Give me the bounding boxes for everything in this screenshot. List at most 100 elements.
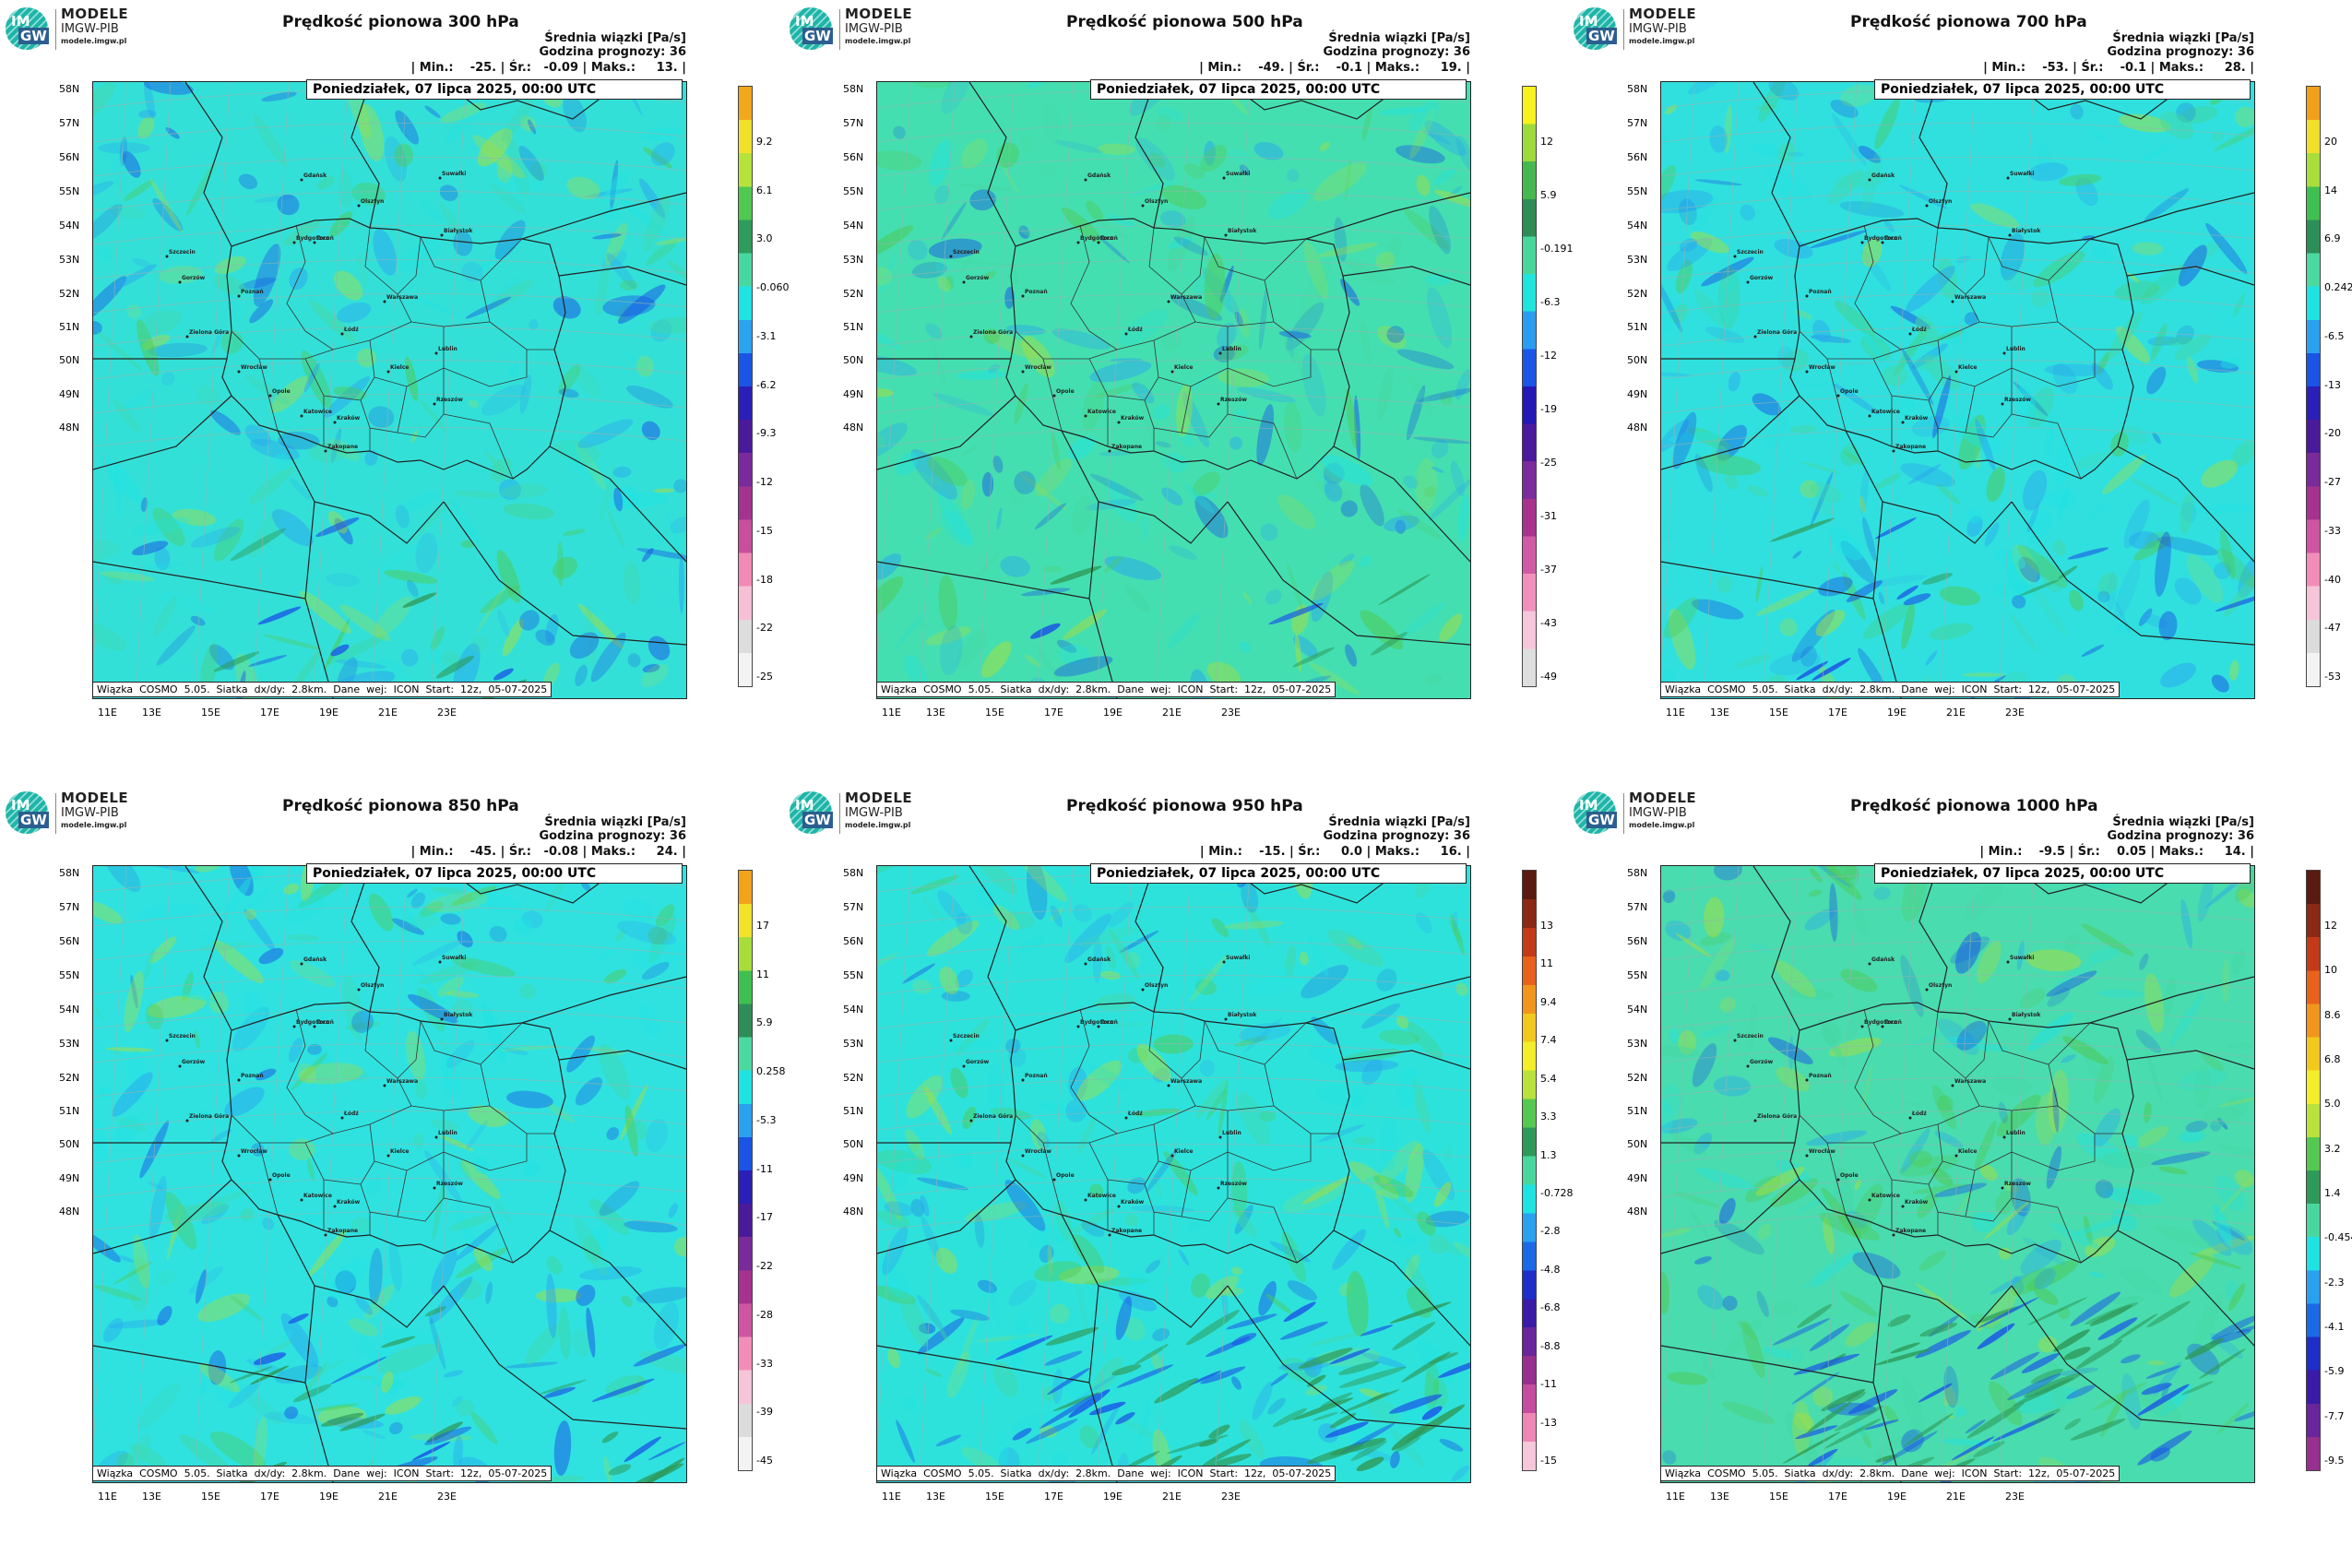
city-label: Katowice	[303, 409, 332, 415]
city-dot	[1868, 414, 1871, 418]
city-label: Gdańsk	[303, 172, 327, 179]
city-label: Gorzów	[182, 1059, 206, 1065]
imgw-logo[interactable]: IM GW MODELE IMGW-PIB modele.imgw.pl	[1574, 7, 1721, 52]
city-label: Lublin	[438, 346, 457, 352]
lon-tick-label: 17E	[260, 1491, 279, 1503]
city-label: Wrocław	[1809, 1148, 1835, 1155]
imgw-logo[interactable]: IM GW MODELE IMGW-PIB modele.imgw.pl	[1574, 791, 1721, 836]
lat-tick-label: 53N	[843, 1038, 864, 1050]
field-noise	[1661, 866, 2254, 1482]
imgw-logo-mark: IM GW	[790, 791, 833, 834]
city-dot	[1021, 370, 1025, 374]
lat-tick-label: 54N	[843, 1004, 864, 1016]
city-label: Poznań	[241, 1073, 264, 1079]
lon-tick-label: 15E	[985, 707, 1004, 719]
lon-tick-label: 17E	[1044, 707, 1063, 719]
city-dot	[324, 449, 327, 453]
city-dot	[324, 1233, 327, 1237]
info-unit: Średnia wiązki [Pa/s]	[1328, 815, 1470, 829]
imgw-logo[interactable]: IM GW MODELE IMGW-PIB modele.imgw.pl	[6, 791, 153, 836]
lon-tick-label: 15E	[1769, 1491, 1788, 1503]
info-forecast-hour: Godzina prognozy: 36	[2107, 45, 2254, 59]
map-area[interactable]: Gdańsk Olsztyn Białystok Szczecin Bydgoszcz T…	[1660, 865, 2255, 1483]
colorbar-tick-label: -13	[1540, 1416, 1557, 1429]
city-label: Białystok	[444, 1012, 473, 1018]
colorbar-tick-label: -25	[756, 671, 773, 683]
field-noise	[93, 866, 686, 1482]
logo-line-2: IMGW-PIB	[845, 22, 903, 36]
city-dot	[1222, 960, 1226, 964]
city-label: Bydgoszcz	[1864, 1019, 1897, 1026]
map-area[interactable]: Gdańsk Olsztyn Białystok Szczecin Bydgoszcz T…	[1660, 81, 2255, 699]
lon-tick-label: 17E	[1828, 707, 1847, 719]
colorbar-tick-label: 9.2	[756, 136, 773, 148]
logo-text: MODELE IMGW-PIB modele.imgw.pl	[845, 791, 912, 829]
model-footer: Wiązka COSMO 5.05. Siatka dx/dy: 2.8km. …	[1660, 1466, 2120, 1481]
city-dot	[1868, 1198, 1871, 1202]
info-forecast-hour: Godzina prognozy: 36	[539, 45, 686, 59]
lat-tick-label: 53N	[59, 1038, 80, 1050]
colorbar-tick-label: -39	[756, 1406, 773, 1419]
map-panel-1000hpa: IM GW MODELE IMGW-PIB modele.imgw.pl Prę…	[1568, 784, 2352, 1568]
map-area[interactable]: Gdańsk Olsztyn Białystok Szczecin Bydgoszcz T…	[876, 81, 1471, 699]
lat-tick-label: 53N	[1627, 254, 1648, 266]
city-dot	[1217, 1186, 1220, 1190]
info-forecast-hour: Godzina prognozy: 36	[2107, 829, 2254, 843]
lon-tick-label: 11E	[98, 707, 117, 719]
city-dot	[292, 1025, 296, 1028]
city-dot	[1892, 1233, 1895, 1237]
city-label: Rzeszów	[2004, 397, 2031, 403]
lat-tick-label: 52N	[843, 288, 864, 300]
map-area[interactable]: Gdańsk Olsztyn Białystok Szczecin Bydgoszcz T…	[876, 865, 1471, 1483]
imgw-logo[interactable]: IM GW MODELE IMGW-PIB modele.imgw.pl	[790, 7, 937, 52]
colorbar-tick-label: 3.3	[1540, 1111, 1557, 1123]
city-label: Gorzów	[182, 275, 206, 281]
lat-tick-label: 49N	[843, 388, 864, 400]
city-label: Opole	[1840, 1172, 1859, 1179]
city-dot	[292, 241, 296, 244]
lat-tick-label: 49N	[1627, 388, 1648, 400]
logo-text: MODELE IMGW-PIB modele.imgw.pl	[61, 791, 128, 829]
city-dot	[1224, 1017, 1228, 1021]
lat-tick-label: 56N	[843, 151, 864, 163]
lat-tick-label: 55N	[59, 185, 80, 197]
forecast-info: Średnia wiązki [Pa/s] Godzina prognozy: …	[2108, 815, 2254, 843]
info-unit: Średnia wiązki [Pa/s]	[1328, 31, 1470, 45]
lat-lon-grid	[877, 866, 1470, 1482]
city-label: Olsztyn	[1145, 982, 1168, 989]
city-labels: Gdańsk Olsztyn Białystok Szczecin BydgoszczT…	[165, 171, 473, 453]
city-label: Zakopane	[1895, 444, 1926, 450]
lat-tick-label: 56N	[1627, 935, 1648, 947]
lat-tick-label: 50N	[59, 354, 80, 366]
colorbar-tick-label: -5.3	[756, 1113, 777, 1126]
colorbar-tick-label: -12	[756, 476, 773, 489]
map-area[interactable]: Gdańsk Olsztyn Białystok Szczecin Bydgoszcz T…	[92, 865, 687, 1483]
logo-line-3: modele.imgw.pl	[845, 37, 911, 45]
logo-divider	[55, 793, 56, 834]
lat-tick-label: 54N	[843, 220, 864, 232]
lat-tick-label: 48N	[1627, 1206, 1648, 1218]
city-label: Rzeszów	[1220, 1181, 1247, 1187]
map-area[interactable]: Gdańsk Olsztyn Białystok Szczecin Bydgoszcz T…	[92, 81, 687, 699]
city-dot	[1218, 351, 1222, 355]
logo-mark-top: IM	[795, 797, 814, 814]
logo-mark-top: IM	[1579, 797, 1598, 814]
lat-tick-label: 50N	[1627, 354, 1648, 366]
imgw-logo[interactable]: IM GW MODELE IMGW-PIB modele.imgw.pl	[790, 791, 937, 836]
city-label: Łódź	[1127, 1111, 1143, 1117]
city-label: Wrocław	[241, 364, 267, 371]
city-dot	[1170, 370, 1174, 374]
lon-tick-label: 23E	[1221, 707, 1241, 719]
imgw-logo[interactable]: IM GW MODELE IMGW-PIB modele.imgw.pl	[6, 7, 153, 52]
lat-tick-label: 54N	[59, 220, 80, 232]
city-dot	[1141, 988, 1145, 992]
lat-tick-label: 57N	[843, 117, 864, 129]
city-dot	[1925, 988, 1929, 992]
city-dot	[1097, 241, 1100, 244]
lat-tick-label: 56N	[843, 935, 864, 947]
lat-tick-label: 54N	[1627, 220, 1648, 232]
city-label: Łódź	[343, 327, 359, 333]
lon-tick-label: 17E	[1044, 1491, 1063, 1503]
city-dot	[1860, 1025, 1864, 1028]
lon-tick-label: 15E	[985, 1491, 1004, 1503]
